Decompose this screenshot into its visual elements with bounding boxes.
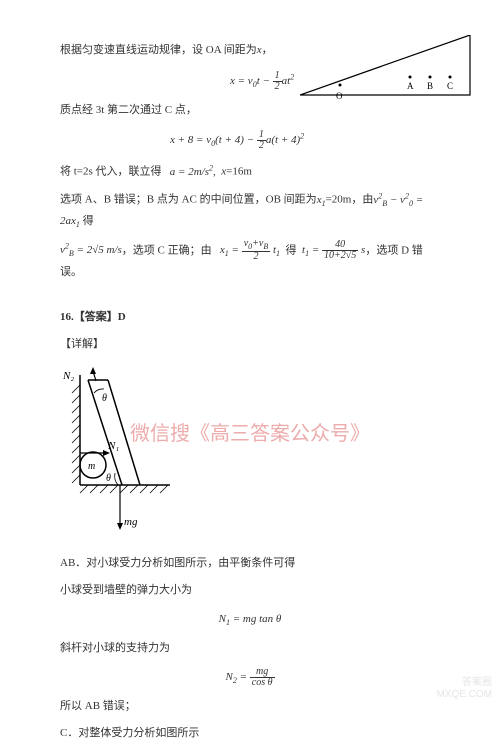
eq5: v2B = 2√5 m/s xyxy=(60,244,122,256)
line1-suffix: ， xyxy=(262,44,273,56)
svg-text:C: C xyxy=(447,81,453,91)
eq2: x + 8 = v0(t + 4) − 12a(t + 4)2 xyxy=(60,129,440,152)
q16-sub: 【详解】 xyxy=(60,334,440,355)
bw-l2: MXQE.COM xyxy=(436,689,492,701)
line-5: v2B = 2√5 m/s，选项 C 正确；由 x1 = v0+vB2 t1 得… xyxy=(60,239,440,284)
eq3a: a = 2m/s2, xyxy=(170,166,216,178)
svg-text:B: B xyxy=(427,81,433,91)
q16-lineB: 小球受到墙壁的弹力大小为 xyxy=(60,580,440,601)
line1-prefix: 根据匀变速直线运动规律，设 OA 间距为 xyxy=(60,44,257,56)
eq6: x1 = v0+vB2 t1 xyxy=(220,244,280,256)
bottom-watermark: 答案圈 MXQE.COM xyxy=(436,677,492,701)
svg-text:N₂: N₂ xyxy=(62,370,74,382)
triangle-svg: O A B C xyxy=(300,35,480,105)
force-diagram: 微信搜《高三答案公众号》 xyxy=(60,365,440,543)
line5-b: 得 xyxy=(286,244,297,256)
line4-a: 选项 A、B 错误；B 点为 AC 的中间位置，OB 间距为 xyxy=(60,194,317,206)
q16-lineA: AB．对小球受力分析如图所示，由平衡条件可得 xyxy=(60,553,440,574)
svg-text:O: O xyxy=(336,91,343,101)
q16-header: 16.【答案】D xyxy=(60,307,440,328)
q16-lineC: 斜杆对小球的支持力为 xyxy=(60,638,440,659)
force-svg: m N₂ θ N₁ θ mg xyxy=(60,365,210,535)
line-4: 选项 A、B 错误；B 点为 AC 的中间位置，OB 间距为x1=20m，由v2… xyxy=(60,188,440,232)
line3-prefix: 将 t=2s 代入，联立得 xyxy=(60,166,162,178)
q16-lineE: C．对整体受力分析如图所示 xyxy=(60,723,440,744)
triangle-diagram: O A B C xyxy=(300,35,480,113)
eq3b: x xyxy=(221,166,226,178)
line5-a: ，选项 C 正确；由 xyxy=(122,244,212,256)
line4-b: =20m，由 xyxy=(326,194,374,206)
svg-text:m: m xyxy=(88,461,95,472)
eq-n1: N1 = mg tan θ xyxy=(60,609,440,630)
line4-c: 得 xyxy=(83,215,94,227)
svg-text:θ: θ xyxy=(106,473,111,484)
bw-l1: 答案圈 xyxy=(436,677,492,689)
svg-text:θ: θ xyxy=(102,393,107,404)
svg-text:A: A xyxy=(407,81,414,91)
page-content: O A B C 根据匀变速直线运动规律，设 OA 间距为x， x = v0t −… xyxy=(60,40,440,744)
eq-n2: N2 = mgcos θ xyxy=(60,667,440,688)
eq7: t1 = 4010+2√5 s xyxy=(302,244,365,256)
svg-text:N₁: N₁ xyxy=(107,440,119,452)
line4-var: x1 xyxy=(317,194,326,206)
line-3: 将 t=2s 代入，联立得 a = 2m/s2, x=16m xyxy=(60,160,440,183)
svg-text:mg: mg xyxy=(124,516,138,528)
